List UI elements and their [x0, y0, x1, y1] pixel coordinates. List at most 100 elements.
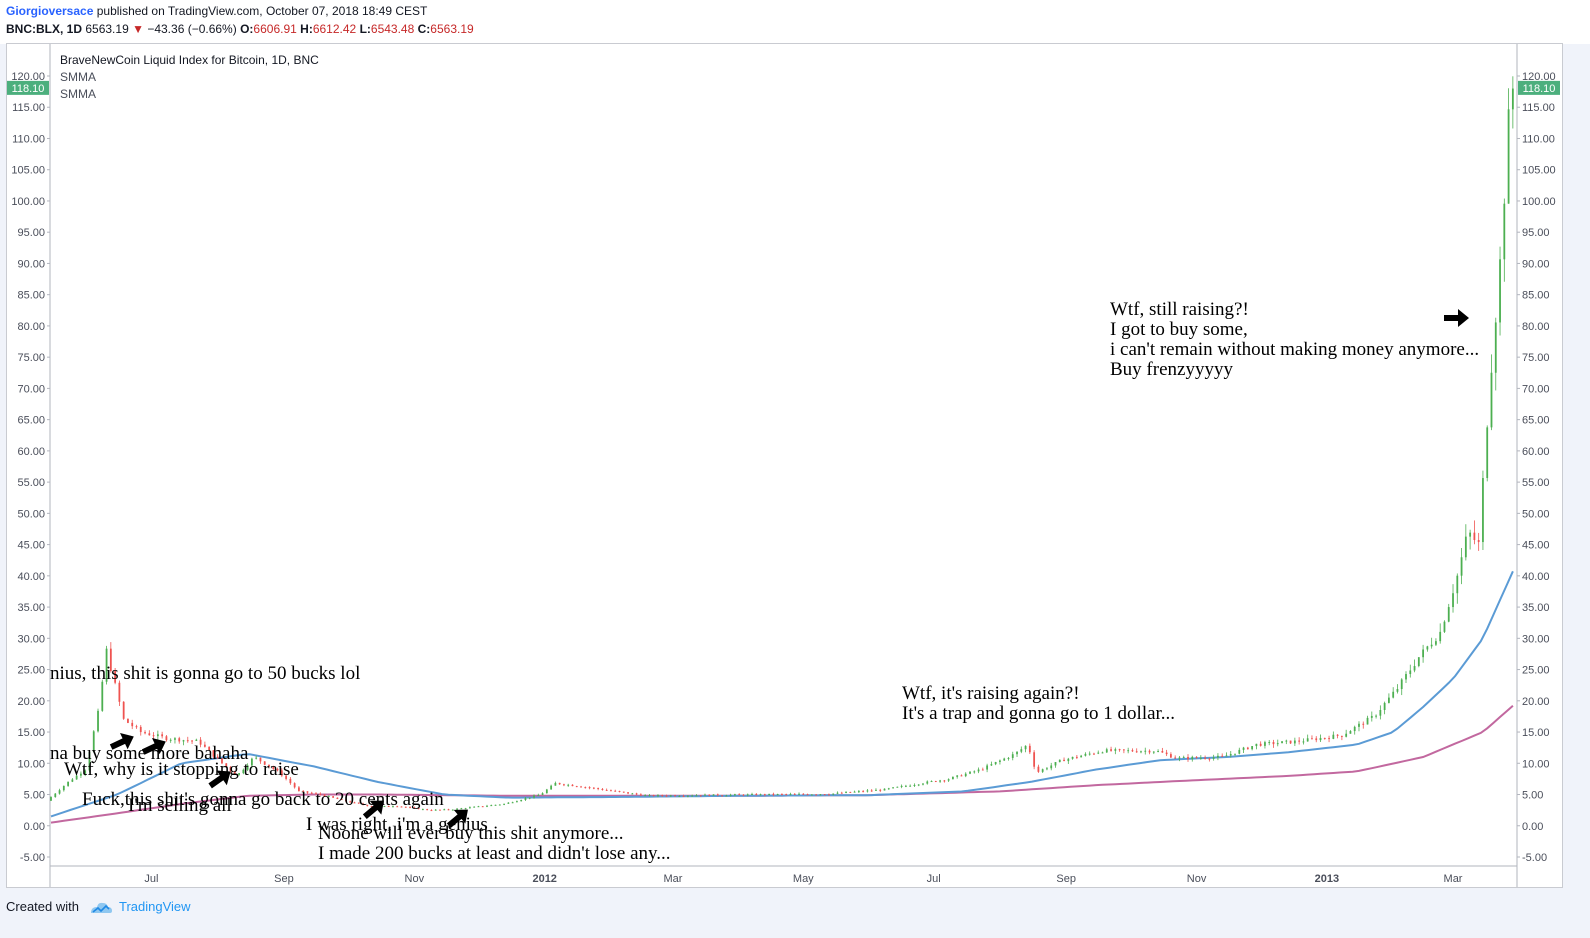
candle-body	[490, 805, 493, 807]
candle-body	[862, 791, 865, 793]
candle-body	[1084, 753, 1087, 756]
candle-body	[58, 790, 61, 794]
candle-body	[1127, 750, 1130, 752]
candle-body	[221, 758, 223, 764]
candle-body	[755, 793, 758, 796]
candle-body	[1063, 759, 1065, 762]
candle-body	[802, 793, 805, 795]
candle-body	[1452, 593, 1454, 608]
candle-body	[1011, 754, 1014, 758]
x-tick-label: 2012	[532, 873, 556, 885]
author-link[interactable]: Giorgioversace	[6, 4, 94, 18]
candle-body	[1080, 755, 1083, 758]
candle-body	[823, 794, 826, 796]
publication-header: Giorgioversace published on TradingView.…	[0, 0, 1590, 44]
candle-body	[1234, 753, 1236, 755]
y-tick-label-left: 30.00	[17, 633, 45, 645]
candle-body	[806, 794, 809, 796]
candle-body	[156, 734, 159, 737]
candle-body	[332, 796, 335, 798]
candle-body	[883, 788, 886, 791]
candle-body	[1349, 731, 1352, 734]
candle-body	[1340, 735, 1343, 737]
candle-body	[88, 751, 91, 771]
legend-smma-1: SMMA	[60, 70, 96, 84]
y-tick-label-left: 0.00	[24, 821, 45, 833]
candle-body	[456, 808, 458, 810]
candle-body	[930, 781, 933, 783]
candle-body	[387, 806, 390, 808]
down-arrow-icon: ▼	[132, 22, 144, 36]
x-tick-label: Sep	[1056, 873, 1076, 885]
y-tick-label-right: 0.00	[1522, 821, 1543, 833]
price-badge-right	[1518, 80, 1560, 95]
candle-body	[789, 793, 792, 795]
price-badge-right-text: 118.10	[1523, 83, 1556, 95]
quote-line: BNC:BLX, 1D 6563.19 ▼ −43.36 (−0.66%) O:…	[6, 22, 474, 36]
candle-body	[1028, 745, 1031, 753]
candle-body	[639, 794, 642, 796]
y-tick-label-left: -5.00	[20, 852, 45, 864]
candle-body	[165, 736, 168, 741]
y-tick-label-left: 50.00	[17, 508, 45, 520]
candle-body	[845, 791, 847, 793]
tradingview-link[interactable]: TradingView	[119, 899, 191, 914]
candle-body	[370, 806, 373, 808]
candle-body	[1409, 670, 1412, 675]
candle-body	[1494, 322, 1497, 373]
candle-body	[1135, 751, 1138, 753]
price-badge-left	[7, 80, 49, 95]
candle-body	[464, 808, 467, 810]
candle-body	[148, 733, 151, 736]
candle-body	[1396, 689, 1399, 692]
candle-body	[1225, 755, 1228, 757]
chart-frame[interactable]	[6, 43, 1563, 888]
y-tick-label-right: 40.00	[1522, 571, 1550, 583]
candle-body	[1319, 737, 1322, 741]
candle-body	[1443, 621, 1446, 632]
candle-body	[1050, 765, 1053, 769]
candle-body	[1255, 743, 1258, 747]
candle-body	[242, 769, 245, 774]
candle-body	[934, 781, 937, 783]
candle-body	[174, 738, 176, 740]
candle-body	[404, 806, 407, 808]
candle-body	[349, 801, 352, 803]
candle-body	[400, 806, 403, 808]
candle-body	[109, 648, 112, 671]
candle-body	[310, 792, 313, 794]
candle-body	[541, 793, 544, 795]
candle-body	[725, 795, 728, 797]
candle-body	[1490, 372, 1493, 428]
price-badge-left-text: 118.10	[12, 83, 45, 95]
candle-body	[563, 784, 565, 786]
candle-body	[203, 744, 206, 747]
candle-body	[1499, 259, 1501, 323]
candle-body	[1131, 750, 1134, 752]
candle-body	[289, 778, 292, 784]
candle-body	[601, 788, 604, 790]
candle-body	[336, 797, 339, 800]
candle-body	[191, 740, 193, 742]
candle-body	[1251, 746, 1254, 750]
candle-body	[75, 775, 78, 780]
candle-body	[1507, 109, 1510, 204]
candle-body	[627, 792, 629, 794]
candle-body	[362, 803, 364, 805]
candle-body	[246, 765, 249, 770]
candle-body	[785, 794, 788, 796]
annotation-raising-line-1: Wtf, it's raising again?!	[902, 683, 1080, 704]
y-tick-label-right: 60.00	[1522, 446, 1550, 458]
candle-body	[426, 809, 429, 811]
candle-body	[1238, 749, 1241, 754]
last-price: 6563.19	[85, 22, 129, 36]
y-tick-label-left: 45.00	[17, 540, 45, 552]
annotation-selling: I'm selling all	[128, 795, 232, 816]
candle-body	[960, 775, 963, 777]
candle-body	[1435, 641, 1437, 645]
candle-body	[84, 770, 87, 774]
candle-body	[1105, 749, 1108, 753]
annotation-frenzy-line-3: i can't remain without making money anym…	[1110, 339, 1480, 360]
candle-body	[1486, 427, 1489, 479]
